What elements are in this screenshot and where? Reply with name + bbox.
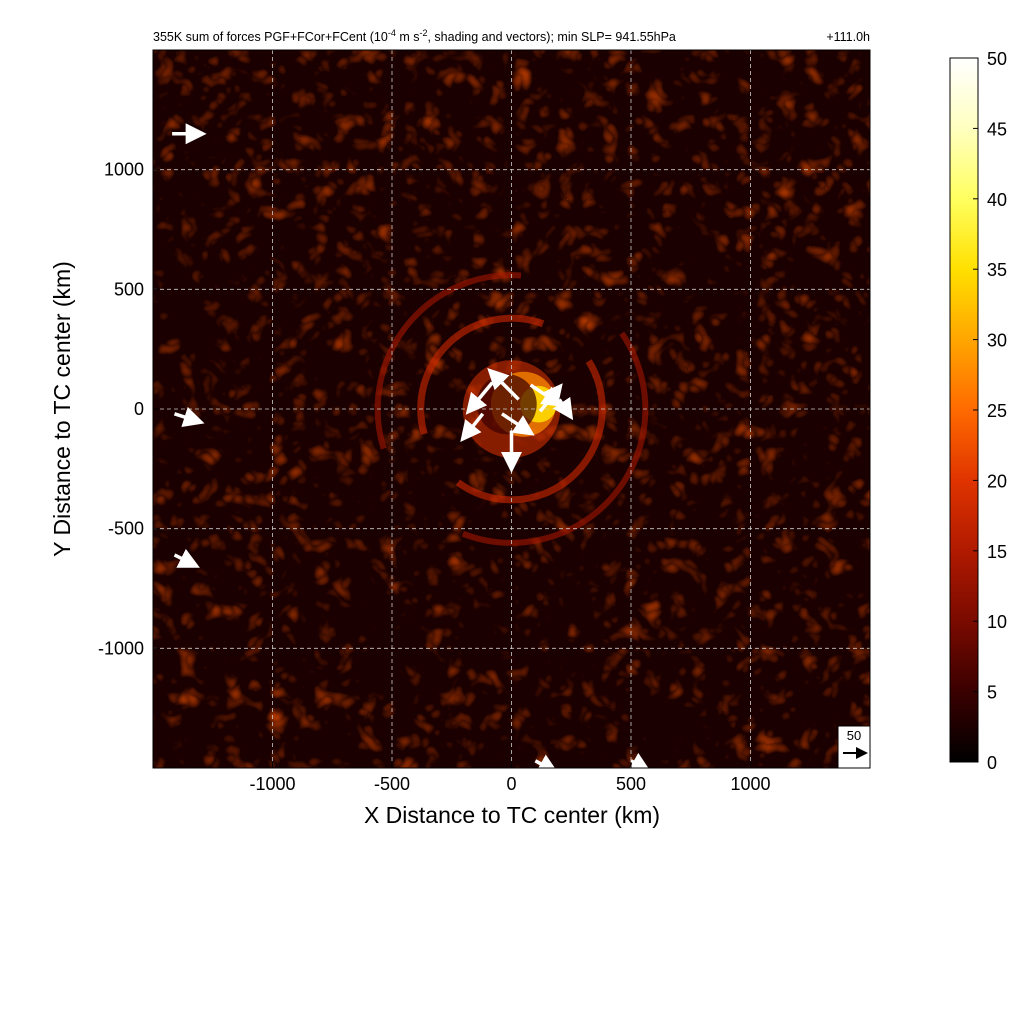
colorbar-tick-label: 15 [987,542,1007,562]
force-vector [500,412,535,436]
x-axis-label: X Distance to TC center (km) [364,802,660,828]
colorbar-tick-label: 40 [987,190,1007,210]
force-vector [534,754,559,768]
colorbar-tick-label: 25 [987,401,1007,421]
x-tick-label: 1000 [730,774,770,794]
colorbar-tick-label: 30 [987,331,1007,351]
eye-region [476,374,537,435]
y-tick-label: -1000 [98,638,144,658]
y-tick-label: 0 [134,399,144,419]
y-ticks: -1000 -500 0 500 1000 [98,160,159,658]
force-vector [460,412,485,442]
force-vector [173,406,205,427]
colorbar-tick-label: 5 [987,683,997,703]
reference-vector-key: 50 [837,725,871,769]
y-tick-label: 1000 [104,160,144,180]
force-vector [487,368,520,401]
force-vector [552,396,574,421]
grid-lines [153,50,870,768]
y-axis-label: Y Distance to TC center (km) [49,261,75,557]
chart-title: 355K sum of forces PGF+FCor+FCent (10-4 … [153,28,676,44]
force-vector [173,548,200,568]
y-tick-label: 500 [114,279,144,299]
x-ticks: -1000 -500 0 500 1000 [249,762,771,794]
force-vector [627,752,652,768]
colorbar-ticks: 0 5 10 15 20 25 30 35 40 45 50 [973,49,1007,773]
force-vector [465,381,494,415]
colorbar-tick-label: 50 [987,49,1007,69]
colorbar-tick-label: 10 [987,612,1007,632]
x-tick-label: 0 [506,774,516,794]
colorbar-tick-label: 35 [987,260,1007,280]
colorbar-tick-label: 20 [987,471,1007,491]
reference-vector-label: 50 [847,728,861,743]
x-tick-label: 500 [616,774,646,794]
colorbar-tick-label: 45 [987,119,1007,139]
forecast-time: +111.0h [826,30,870,44]
y-tick-label: -500 [108,519,144,539]
colorbar-tick-label: 0 [987,753,997,773]
force-vectors [172,123,652,768]
force-vector [538,383,563,413]
x-tick-label: -500 [374,774,410,794]
x-tick-label: -1000 [249,774,295,794]
